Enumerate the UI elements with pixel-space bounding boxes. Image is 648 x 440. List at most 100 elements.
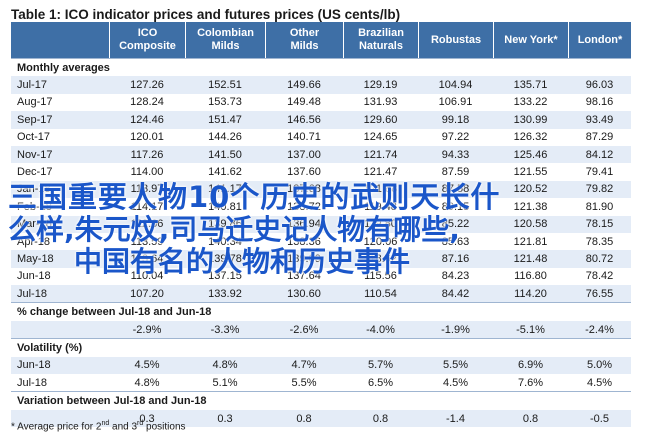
table-cell: 140.71 xyxy=(287,131,321,144)
table-row: Jun-18 4.5% 4.8% 4.7% 5.7% 5.5% 6.9% 5.0% xyxy=(11,356,631,375)
table-cell: 104.94 xyxy=(438,79,473,92)
table-cell: 149.66 xyxy=(287,79,321,92)
table-cell: 112.66 xyxy=(130,218,164,231)
table-cell: 114.20 xyxy=(514,287,547,300)
table-cell: 131.93 xyxy=(363,96,398,109)
table-cell: 128.24 xyxy=(130,96,164,109)
table-row: Apr-18 113.59 140.34 138.36 120.06 85.63 121.8… xyxy=(11,233,631,250)
table-cell: 137.00 xyxy=(287,148,321,161)
column-header-line: Milds xyxy=(211,40,240,52)
table-cell: 76.55 xyxy=(585,287,614,300)
row-label: Dec-17 xyxy=(17,166,53,179)
table-cell: 118.62 xyxy=(364,252,397,265)
table-cell: 130.60 xyxy=(287,287,321,300)
table-row: Oct-17 120.01 144.26 140.71 124.65 97.22 126.3… xyxy=(11,129,631,146)
table-cell: 135.71 xyxy=(513,79,548,92)
column-header: Brazilian Naturals xyxy=(343,22,418,58)
table-cell: 84.42 xyxy=(441,287,470,300)
column-header-line: London* xyxy=(577,33,623,46)
table-cell: 114.00 xyxy=(130,166,164,179)
section-heading: Monthly averages xyxy=(17,61,110,74)
table-cell: 96.03 xyxy=(585,79,614,92)
table-row: Sep-17 124.46 151.47 146.56 129.60 99.18 130.9… xyxy=(11,111,631,129)
table-cell: 119.80 xyxy=(364,218,397,231)
table-row: Aug-17 128.24 153.73 149.48 131.93 106.91 133.… xyxy=(11,94,631,111)
table-cell: 133.22 xyxy=(513,96,548,109)
table-cell: 5.7% xyxy=(367,359,394,372)
table-cell: 113.59 xyxy=(130,235,164,248)
table-cell: 110.04 xyxy=(130,270,164,283)
column-header-line: New York* xyxy=(504,33,558,46)
table-cell: 5.5% xyxy=(291,376,317,389)
table-cell: 133.92 xyxy=(208,287,242,300)
section-heading: Volatility (%) xyxy=(17,341,83,354)
table-cell: 127.26 xyxy=(130,79,164,92)
table-cell: 141.62 xyxy=(208,166,242,179)
table-cell: 149.48 xyxy=(287,96,321,109)
table-cell: 121.38 xyxy=(513,200,548,213)
column-header-line: ICO xyxy=(137,27,158,39)
table-cell: 141.17 xyxy=(208,183,242,196)
table-cell: -1.9% xyxy=(441,323,470,336)
table-cell: 4.5% xyxy=(134,359,160,372)
table-cell: 6.5% xyxy=(367,376,394,389)
table-cell: 137.60 xyxy=(287,166,321,179)
table-cell: 139.78 xyxy=(208,252,242,265)
table-cell: 120.01 xyxy=(130,131,164,144)
table-cell: 78.35 xyxy=(585,235,614,248)
table-cell: 129.19 xyxy=(363,79,398,92)
row-label: Jan-18 xyxy=(17,183,51,196)
footnote-middle: and 3 xyxy=(109,421,138,433)
table-title: Table 1: ICO indicator prices and future… xyxy=(11,7,400,22)
table-cell: 5.5% xyxy=(442,359,469,372)
table-cell: 129.60 xyxy=(363,113,398,126)
table-cell: -2.9% xyxy=(132,323,162,336)
column-header-line: Brazilian xyxy=(358,27,404,39)
table-cell: 85.63 xyxy=(441,235,470,248)
table-cell: 152.51 xyxy=(208,79,242,92)
column-header: ICO Composite xyxy=(109,22,185,58)
table-cell: 151.47 xyxy=(208,113,242,126)
table-cell: 121.81 xyxy=(513,235,548,248)
table-cell: 117.26 xyxy=(130,148,164,161)
table-cell: 84.23 xyxy=(441,270,470,283)
table-cell: -3.3% xyxy=(210,323,240,336)
table-cell: 4.8% xyxy=(134,376,160,389)
table-title-text: ICO indicator prices and futures prices … xyxy=(64,7,401,22)
table-cell: 107.20 xyxy=(130,287,164,300)
table-cell: 4.8% xyxy=(212,359,238,372)
table-cell: 5.1% xyxy=(212,376,238,389)
table-cell: 7.6% xyxy=(517,376,544,389)
table-cell: -1.4 xyxy=(446,412,465,425)
section-heading-row: % change between Jul-18 and Jun-18 xyxy=(11,302,631,320)
table-cell: 106.91 xyxy=(438,96,473,109)
table-cell: 125.46 xyxy=(513,148,548,161)
footnote: * Average price for 2nd and 3rd position… xyxy=(11,420,186,432)
table-cell: 140.81 xyxy=(208,200,242,213)
column-header-line: Naturals xyxy=(358,40,403,52)
table-cell: 78.15 xyxy=(585,218,614,231)
table-row: Jul-17 127.26 152.51 149.66 129.19 104.94 135.… xyxy=(11,76,631,94)
table-cell: 121.55 xyxy=(513,166,548,179)
table-row: May-18 113.64 139.78 139.09 118.62 87.16 121.4… xyxy=(11,250,631,268)
table-cell: 137.68 xyxy=(287,183,321,196)
column-header: New York* xyxy=(493,22,568,58)
row-label: Jul-17 xyxy=(17,79,47,92)
section-heading: % change between Jul-18 and Jun-18 xyxy=(17,306,212,319)
table-cell: 84.12 xyxy=(585,148,614,161)
footnote-sup1: nd xyxy=(101,420,110,427)
table-cell: 137.15 xyxy=(208,270,242,283)
footnote-sup2: rd xyxy=(137,420,144,427)
table-cell: 85.22 xyxy=(441,218,470,231)
footnote-before: * Average price for 2 xyxy=(11,421,102,433)
column-header: Robustas xyxy=(418,22,493,58)
table-cell: 121.48 xyxy=(513,252,548,265)
table-cell: 121.74 xyxy=(363,148,398,161)
table-cell: 121.47 xyxy=(363,166,398,179)
table-cell: 114.17 xyxy=(130,200,164,213)
table-row: Jun-18 110.04 137.15 137.64 115.56 84.23 116.8… xyxy=(11,268,631,285)
column-header-line: Robustas xyxy=(430,33,482,46)
table-cell: 137.64 xyxy=(287,270,321,283)
column-header-line: Milds xyxy=(290,40,319,52)
section-heading-row: Monthly averages xyxy=(11,58,631,76)
